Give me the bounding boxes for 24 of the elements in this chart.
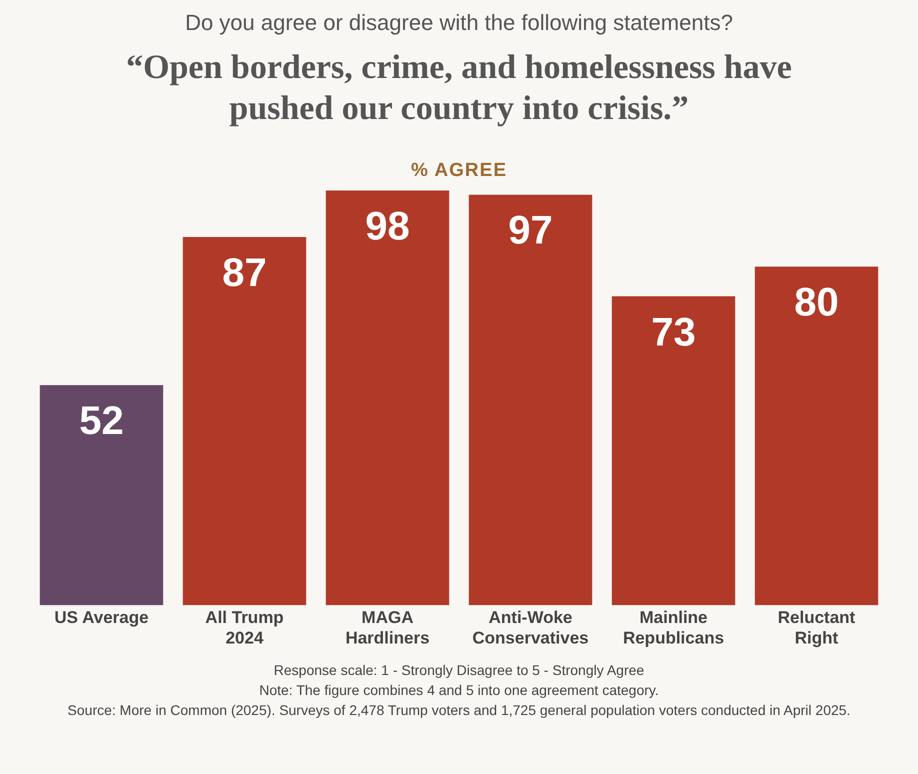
chart-title: “Open borders, crime, and homelessness have pushed our country into crisis.” xyxy=(125,48,793,129)
data-label: 73 xyxy=(651,310,696,354)
x-tick-label: Reluctant Right xyxy=(778,608,856,648)
x-tick-label: Anti-Woke Conservatives xyxy=(472,608,589,648)
text: Note: The figure combines 4 and 5 into one agreement category. xyxy=(258,680,660,700)
bar xyxy=(468,194,592,605)
y-axis-title: % AGREE xyxy=(410,160,508,182)
x-tick-label: All Trump 2024 xyxy=(205,608,284,648)
data-label: 87 xyxy=(222,250,267,295)
source-note: Source: More in Common (2025). Surveys of 2,478 Trump voters and 1,725 general population voters conducted in April 2025. xyxy=(66,701,852,720)
text: Response scale: 1 - Strongly Disagree to 5 - Strongly Agree xyxy=(272,660,646,680)
bar xyxy=(182,236,306,605)
x-tick-label: Mainline Republicans xyxy=(622,608,724,648)
data-label: 80 xyxy=(794,280,839,324)
x-tick-label: US Average xyxy=(54,608,149,627)
bar xyxy=(612,296,736,605)
bar xyxy=(40,384,164,605)
bar xyxy=(326,190,450,605)
data-label: 97 xyxy=(508,208,553,252)
x-tick-label: MAGA Hardliners xyxy=(345,608,430,648)
bar xyxy=(754,266,878,605)
data-label: 98 xyxy=(365,204,410,248)
chart-subtitle: Do you agree or disagree with the following statements? xyxy=(184,10,734,36)
data-label: 52 xyxy=(79,398,124,443)
